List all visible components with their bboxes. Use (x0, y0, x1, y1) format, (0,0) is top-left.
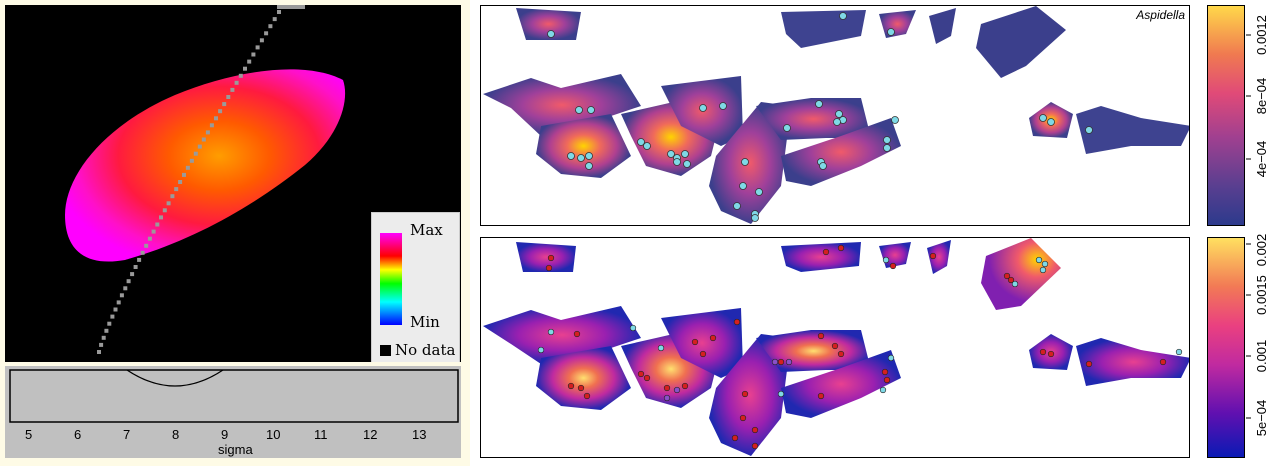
top-map-patches (483, 6, 1189, 224)
x-axis-label: sigma (218, 442, 253, 457)
ridge-dot (137, 257, 142, 262)
ridge-dot (238, 73, 243, 78)
ridge-dot (189, 158, 194, 163)
x-tick: 10 (266, 427, 280, 442)
ridge-dot (259, 38, 264, 43)
ridge-dot (209, 123, 214, 128)
ridge-end (277, 5, 305, 9)
top-colorbar-ticks: 4e−04 8e−04 0.0012 (1246, 15, 1269, 178)
x-tick: 13 (412, 427, 426, 442)
ridge-dot (272, 17, 277, 22)
ridge-dot (222, 102, 227, 107)
ridge-dot (255, 45, 260, 50)
bottom-map-patches (483, 238, 1189, 456)
heatmap-svg (65, 5, 346, 354)
ridge-dot (166, 201, 171, 206)
ridge-dot (162, 208, 167, 213)
colorbar-tick: 0.0012 (1254, 15, 1269, 55)
ridge-dot (201, 137, 206, 142)
ridge-dot (101, 335, 106, 340)
ridge-dot (185, 165, 190, 170)
ridge-dot (243, 66, 247, 71)
ridge-dot (226, 95, 231, 99)
likelihood-heatmap: Max Min No data (5, 5, 461, 362)
bottom-colorbar-ticks: 5e−04 0.001 0.0015 0.002 (1246, 234, 1269, 437)
legend-nodata: No data (380, 341, 455, 359)
ridge-dot (107, 321, 112, 326)
colorbar-tick: 8e−04 (1254, 78, 1269, 115)
ridge-dot (174, 187, 179, 192)
likelihood-surface (65, 69, 346, 262)
profile-frame (9, 369, 459, 423)
ridge-dot (268, 24, 273, 29)
likelihood-panel: Max Min No data 5 6 7 8 9 10 11 12 13 si… (0, 0, 470, 466)
profile-curve (126, 369, 224, 387)
top-map-points (547, 12, 1093, 222)
top-map-svg (483, 6, 1189, 224)
x-tick: 6 (74, 427, 81, 442)
ridge-dot (182, 172, 186, 177)
ridge-dot (130, 272, 135, 277)
colorbar-tick: 0.001 (1254, 340, 1269, 373)
ridge-dot (247, 59, 252, 64)
bottom-map-points (537, 244, 1183, 450)
top-density-map: Aspidella (480, 5, 1190, 226)
ridge-dot (159, 215, 163, 220)
ridge-dot (234, 80, 239, 85)
ridge-dot (113, 307, 118, 312)
ridge-dot (151, 229, 156, 234)
ridge-dot (214, 116, 218, 121)
bottom-density-map (480, 237, 1190, 458)
ridge-dot (97, 350, 101, 354)
ridge-dot (144, 243, 149, 248)
ridge-dot (197, 144, 202, 149)
profile-x-ticks: 5 6 7 8 9 10 11 12 13 (25, 427, 426, 442)
ridge-dot (133, 265, 138, 269)
genus-label: Aspidella (1136, 8, 1185, 22)
x-tick: 5 (25, 427, 32, 442)
colorbar-tick: 5e−04 (1254, 400, 1269, 437)
ridge-dot (126, 279, 131, 284)
ridge-dot (116, 300, 121, 305)
ridge-dot (264, 31, 269, 36)
legend-nodata-label: No data (395, 341, 456, 359)
x-tick: 7 (123, 427, 130, 442)
nodata-swatch (380, 345, 391, 356)
ridge-dot (147, 236, 152, 241)
legend-min-label: Min (410, 313, 440, 331)
ridge-line (97, 10, 281, 354)
colorbar-tick: 0.0015 (1254, 275, 1269, 315)
ridge-dot (123, 286, 128, 291)
ridge-dot (140, 250, 145, 255)
top-colorbar (1207, 5, 1245, 226)
legend-gradient (380, 233, 402, 325)
colorbar-tick: 0.002 (1254, 234, 1269, 267)
ridge-dot (251, 52, 256, 57)
x-tick: 9 (221, 427, 228, 442)
x-tick: 11 (314, 427, 328, 442)
x-tick: 8 (172, 427, 179, 442)
colorbar-tick: 4e−04 (1254, 141, 1269, 178)
ridge-dot (99, 342, 104, 347)
ridge-dot (110, 314, 115, 319)
ridge-dot (119, 293, 124, 298)
color-legend: Max Min No data (371, 212, 460, 362)
profile-svg: 5 6 7 8 9 10 11 12 13 sigma (9, 369, 459, 457)
ridge-dot (230, 87, 235, 92)
ridge-dot (178, 180, 183, 184)
legend-max-label: Max (410, 221, 443, 239)
ridge-dot (170, 194, 175, 199)
ridge-dot (193, 151, 198, 156)
bottom-map-svg (483, 238, 1189, 456)
ridge-dot (218, 109, 223, 114)
bottom-colorbar (1207, 237, 1245, 458)
x-tick: 12 (363, 427, 377, 442)
sigma-profile-plot: 5 6 7 8 9 10 11 12 13 sigma (5, 366, 461, 458)
ridge-dot (155, 222, 160, 227)
ridge-dot (205, 130, 210, 135)
ridge-dot (277, 10, 281, 14)
ridge-dot (104, 328, 109, 333)
